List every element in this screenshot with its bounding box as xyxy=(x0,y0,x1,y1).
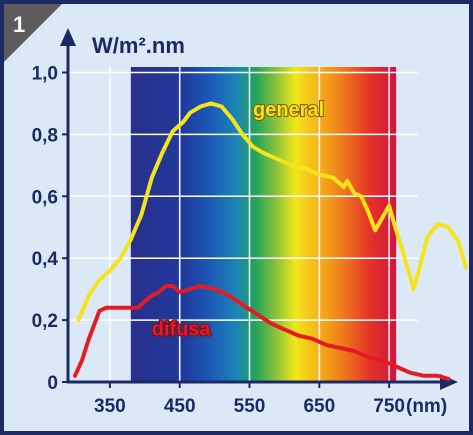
visible-spectrum-band xyxy=(130,67,397,382)
x-tick-label: 650 xyxy=(303,396,335,417)
y-tick-label: 0,4 xyxy=(32,249,59,270)
y-tick-labels: 0 0,2 0,4 0,6 0,8 1,0 xyxy=(32,63,59,394)
y-axis-arrow xyxy=(60,28,76,46)
x-tick-label: 350 xyxy=(94,396,126,417)
series-label-difusa: difusa xyxy=(152,319,212,341)
x-tick-labels: 350 450 550 650 750 xyxy=(94,396,405,417)
x-tick-label: 750 xyxy=(373,396,405,417)
y-tick-label: 0,8 xyxy=(32,125,58,146)
y-tick-label: 0,6 xyxy=(32,187,58,208)
x-tick-label: 450 xyxy=(164,396,196,417)
x-axis-label: (nm) xyxy=(406,396,447,417)
y-axis-label: W/m².nm xyxy=(92,33,185,58)
series-line-difusa xyxy=(73,284,451,381)
figure-number: 1 xyxy=(13,12,25,37)
series-label-general: general xyxy=(253,99,324,121)
x-tick-label: 550 xyxy=(234,396,266,417)
y-tick-label: 0 xyxy=(47,373,58,394)
y-tick-label: 1,0 xyxy=(32,63,58,84)
figure-badge xyxy=(4,4,62,62)
axes xyxy=(60,28,458,390)
series-line-general xyxy=(76,101,468,323)
y-tick-label: 0,2 xyxy=(32,311,58,332)
